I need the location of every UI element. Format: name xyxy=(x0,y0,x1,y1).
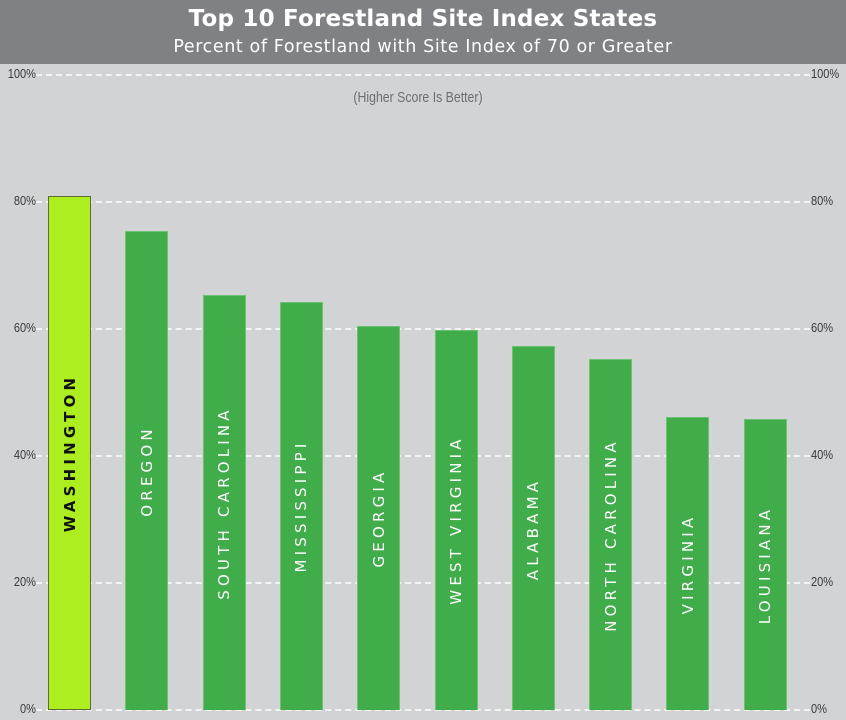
y-tick-label-left: 0% xyxy=(20,701,36,716)
gridline xyxy=(36,201,810,203)
bar-label: WASHINGTON xyxy=(60,373,79,533)
gridline xyxy=(36,74,810,76)
gridline xyxy=(36,709,810,711)
gridline xyxy=(36,582,810,584)
bar-label: OREGON xyxy=(137,425,156,517)
chart-title: Top 10 Forestland Site Index States xyxy=(188,6,658,32)
y-tick-label-left: 20% xyxy=(13,574,36,589)
y-tick-label-left: 80% xyxy=(13,193,36,208)
chart-header: Top 10 Forestland Site Index States Perc… xyxy=(0,0,846,64)
y-tick-label-right: 20% xyxy=(811,574,834,589)
y-tick-label-left: 100% xyxy=(7,66,36,81)
chart-subtitle: Percent of Forestland with Site Index of… xyxy=(173,37,673,57)
bar-georgia: GEORGIA xyxy=(357,325,401,710)
bar-label: WEST VIRGINIA xyxy=(447,435,465,606)
gridline xyxy=(36,455,810,457)
bar-alabama: ALABAMA xyxy=(511,346,555,710)
bar-label: GEORGIA xyxy=(369,468,388,568)
bar-label: LOUISIANA xyxy=(756,505,775,625)
y-tick-label-right: 80% xyxy=(811,193,834,208)
y-tick-label-right: 100% xyxy=(811,66,840,81)
bar-label: ALABAMA xyxy=(524,477,543,580)
bar-label: NORTH CAROLINA xyxy=(601,438,620,632)
chart-annotation: (Higher Score Is Better) xyxy=(353,89,483,106)
bar-label: MISSISSIPPI xyxy=(292,439,311,573)
bar-west-virginia: WEST VIRGINIA xyxy=(434,329,478,710)
bar-label: SOUTH CAROLINA xyxy=(215,406,234,600)
bar-oregon: OREGON xyxy=(125,231,169,710)
bar-north-carolina: NORTH CAROLINA xyxy=(589,358,633,710)
bar-mississippi: MISSISSIPPI xyxy=(279,301,323,710)
y-tick-label-right: 60% xyxy=(811,320,834,335)
gridline xyxy=(36,328,810,330)
y-tick-label-right: 40% xyxy=(811,447,834,462)
bar-virginia: VIRGINIA xyxy=(666,417,710,710)
bar-label: VIRGINIA xyxy=(678,513,697,615)
bar-south-carolina: SOUTH CAROLINA xyxy=(202,294,246,710)
y-tick-label-right: 0% xyxy=(811,701,827,716)
y-tick-label-left: 40% xyxy=(13,447,36,462)
y-tick-label-left: 60% xyxy=(13,320,36,335)
bar-louisiana: LOUISIANA xyxy=(743,419,787,710)
bar-washington: WASHINGTON xyxy=(48,195,91,710)
